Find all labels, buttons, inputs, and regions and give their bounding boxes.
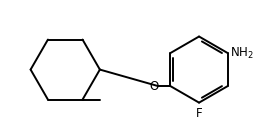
Text: O: O <box>149 80 159 93</box>
Text: NH$_2$: NH$_2$ <box>229 46 253 61</box>
Text: F: F <box>196 107 202 120</box>
